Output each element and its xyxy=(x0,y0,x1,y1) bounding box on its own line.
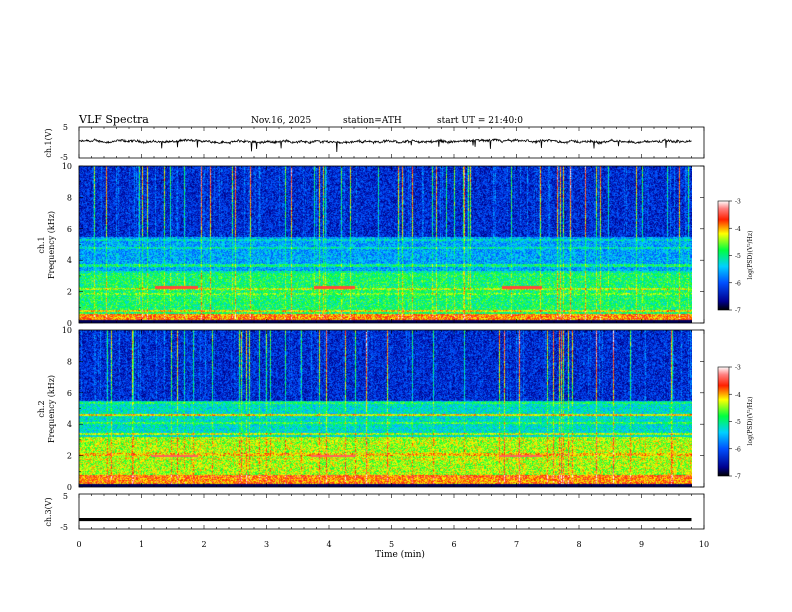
ch1-ytick-label: 10 xyxy=(62,162,72,171)
ch1-spectrogram-ylabel-line1: ch.1 xyxy=(37,236,46,253)
date-label: Nov.16, 2025 xyxy=(251,116,312,126)
ch2-ytick-label: 8 xyxy=(67,357,72,366)
ch1-voltage-ylabel: ch.1(V) xyxy=(44,128,53,157)
ch1-ytick-label: 4 xyxy=(67,256,72,265)
ch3-ytick-bottom: -5 xyxy=(60,523,68,532)
ch1-ytick-top: 5 xyxy=(63,123,68,132)
ch1-ytick-bottom: -5 xyxy=(60,153,68,162)
x-tick-label: 0 xyxy=(76,540,81,549)
ch2-spectrogram-image xyxy=(79,330,692,487)
colorbar-ch2-tick-label: -4 xyxy=(735,392,741,399)
panel-ch1-spectrogram: 0 2 4 6 8 10 ch.1 Frequency (kHz) xyxy=(37,162,705,328)
x-tick-label: 10 xyxy=(699,540,709,549)
ch1-ytick-label: 0 xyxy=(67,319,72,328)
panel-ch2-spectrogram: 0 2 4 6 8 10 ch.2 Frequency (kHz) xyxy=(37,326,705,492)
ch2-ytick-label: 6 xyxy=(67,389,72,398)
panel-ch1-voltage-frame xyxy=(78,126,705,159)
time-axis-label: Time (min) xyxy=(375,549,425,560)
colorbar-ch2-tick-label: -5 xyxy=(735,419,741,426)
ch2-spectrogram-ylabel-line1: ch.2 xyxy=(37,400,46,417)
colorbar-ch2: -3 -4 -5 -6 -7 log(PSD)(V²/Hz) xyxy=(717,365,754,481)
colorbar-ch2-label: log(PSD)(V²/Hz) xyxy=(747,397,754,446)
colorbar-ch1-tick-label: -5 xyxy=(735,253,741,260)
x-tick-label: 4 xyxy=(326,540,331,549)
ch2-ytick-label: 10 xyxy=(62,326,72,335)
colorbar-ch1-tick-label: -4 xyxy=(735,226,741,233)
ch1-spectrogram-ylabel-line2: Frequency (kHz) xyxy=(47,211,56,279)
colorbar-ch1-tick-label: -7 xyxy=(735,308,741,315)
x-tick-label: 1 xyxy=(139,540,144,549)
ch2-spectrogram-ylabel-line2: Frequency (kHz) xyxy=(47,375,56,443)
start-time-label: start UT = 21:40:0 xyxy=(437,116,523,126)
x-tick-label: 9 xyxy=(639,540,644,549)
ch1-voltage-trace xyxy=(78,138,692,153)
figure-title: VLF Spectra xyxy=(78,113,149,126)
ch2-ytick-label: 4 xyxy=(67,420,72,429)
x-tick-label: 2 xyxy=(201,540,206,549)
colorbar-ch2-scale xyxy=(717,366,730,477)
colorbar-ch2-tick-label: -7 xyxy=(735,474,741,481)
x-tick-label: 8 xyxy=(576,540,581,549)
ch1-ytick-label: 2 xyxy=(67,288,72,297)
x-tick-label: 3 xyxy=(264,540,269,549)
ch2-ytick-label: 0 xyxy=(67,483,72,492)
colorbar-ch1-label: log(PSD)(V²/Hz) xyxy=(747,231,754,280)
colorbar-ch1: -3 -4 -5 -6 -7 log(PSD)(V²/Hz) xyxy=(717,199,754,315)
x-tick-label: 5 xyxy=(389,540,394,549)
ch3-voltage-ylabel: ch.3(V) xyxy=(44,497,53,526)
ch3-ytick-top: 5 xyxy=(63,492,68,501)
panel-ch1-voltage: 5 -5 ch.1(V) xyxy=(44,123,705,162)
x-tick-label: 7 xyxy=(514,540,519,549)
panel-ch3-voltage: 5 -5 ch.3(V) xyxy=(44,492,705,532)
colorbar-ch2-tick-label: -6 xyxy=(735,446,741,453)
panel-ch3-voltage-frame xyxy=(78,493,705,530)
colorbar-ch1-scale xyxy=(717,200,730,311)
time-axis: 0 1 2 3 4 5 6 7 8 9 10 xyxy=(76,127,709,549)
colorbar-ch2-tick-label: -3 xyxy=(735,365,741,372)
ch1-ytick-label: 8 xyxy=(67,193,72,202)
ch2-ytick-label: 2 xyxy=(67,452,72,461)
colorbar-ch1-tick-label: -6 xyxy=(735,280,741,287)
colorbar-ch1-tick-label: -3 xyxy=(735,199,741,206)
station-label: station=ATH xyxy=(343,116,402,126)
ch1-ytick-label: 6 xyxy=(67,225,72,234)
x-tick-label: 6 xyxy=(451,540,456,549)
ch1-spectrogram-image xyxy=(79,166,692,323)
